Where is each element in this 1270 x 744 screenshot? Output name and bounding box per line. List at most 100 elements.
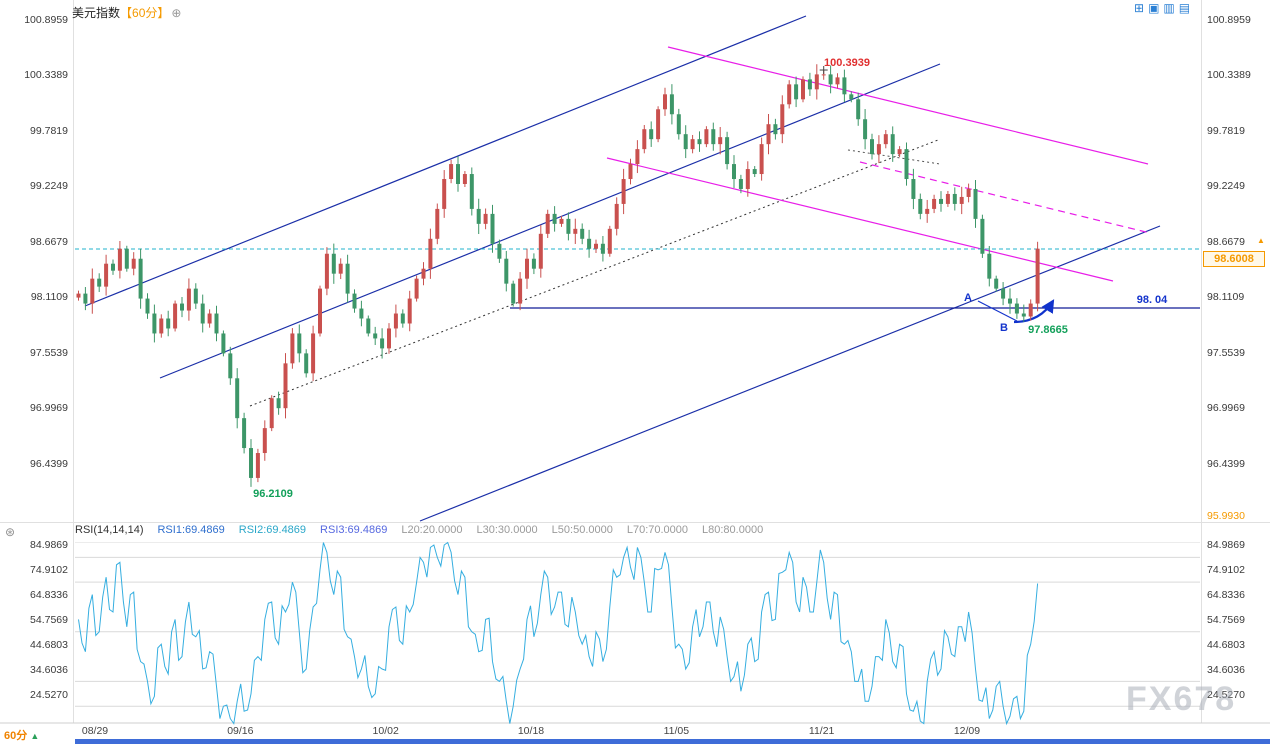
candle-body: [456, 164, 460, 184]
vertical-layout-icon[interactable]: ▥: [1163, 1, 1175, 15]
candle-body: [214, 313, 219, 334]
candle-body: [497, 243, 502, 259]
date-axis-label: 10/02: [372, 725, 399, 737]
main-right-axis-label: 100.8959: [1207, 14, 1251, 26]
candle-body: [235, 378, 240, 419]
chart-title: 美元指数【60分】 ⊕: [72, 4, 181, 21]
price-up-marker-icon: ▲: [1257, 236, 1265, 245]
multi-chart-grid-icon[interactable]: ⊞: [1134, 1, 1145, 15]
candle-body: [138, 258, 143, 299]
candle-body: [856, 99, 861, 120]
candle-body: [180, 303, 184, 311]
candle-body: [490, 213, 495, 244]
layout-toolbar: ⊞ ▣ ▥ ▤: [1134, 2, 1190, 15]
candle-body: [290, 333, 295, 364]
add-indicator-icon[interactable]: ⊕: [171, 6, 182, 20]
rsi-right-axis-label: 44.6803: [1207, 639, 1245, 652]
candle-body: [683, 134, 688, 150]
candle-body: [580, 228, 585, 239]
rsi2-value: RSI2:69.4869: [238, 524, 307, 536]
candle-body: [221, 333, 226, 354]
main-left-axis-label: 100.8959: [24, 14, 68, 26]
point-b-label: B: [1000, 322, 1008, 334]
horizontal-scrollbar[interactable]: [75, 739, 1270, 744]
rsi-settings-icon[interactable]: ⊛: [5, 525, 16, 539]
candle-body: [359, 308, 364, 319]
candle-body: [414, 278, 419, 299]
candle-body: [966, 188, 971, 197]
candle-body: [649, 129, 654, 140]
ascending-trendline-3: [419, 225, 1161, 522]
candle-body: [1008, 298, 1012, 304]
candle-body: [304, 353, 309, 374]
candle-body: [587, 238, 592, 249]
candle-body: [600, 243, 605, 254]
bounce-arrow: [1013, 299, 1055, 324]
symbol-name: 美元指数: [72, 6, 121, 20]
candle-body: [890, 134, 895, 155]
rsi-left-axis-label: 44.6803: [30, 639, 68, 652]
candle-body: [835, 77, 840, 85]
candle-body: [635, 149, 640, 165]
ascending-dotted-line: [249, 139, 939, 407]
candle-body: [807, 79, 812, 90]
rsi-left-axis-label: 54.7569: [30, 614, 68, 627]
candle-body: [387, 328, 391, 349]
main-left-axis-label: 96.9969: [30, 402, 68, 415]
candle-body: [311, 333, 316, 374]
candle-body: [621, 179, 626, 204]
rsi3-value: RSI3:69.4869: [320, 524, 388, 536]
candle-body: [255, 453, 260, 478]
candle-body: [863, 119, 868, 140]
candle-body: [980, 218, 985, 254]
single-chart-icon[interactable]: ▣: [1148, 1, 1160, 15]
candle-body: [338, 263, 343, 274]
candle-body: [911, 179, 916, 199]
rsi-right-axis-label: 74.9102: [1207, 564, 1245, 577]
rsi-line: [78, 541, 1039, 726]
candle-body: [752, 169, 757, 175]
rsi-left-axis-label: 64.8336: [30, 589, 68, 602]
candle-body: [607, 228, 612, 254]
period-selector-label[interactable]: 60分: [4, 730, 28, 742]
candle-body: [228, 353, 233, 379]
candle-body: [262, 428, 267, 454]
candle-body: [904, 149, 909, 180]
date-axis-label: 09/16: [227, 725, 254, 737]
candle-body: [759, 144, 764, 175]
date-axis-label: 12/09: [953, 725, 981, 737]
candle-body: [876, 144, 881, 155]
candle-body: [918, 198, 923, 214]
date-axis-label: 11/05: [663, 725, 690, 737]
current-price-badge: 98.6008: [1203, 251, 1265, 267]
period-selector[interactable]: 60分 ▲: [4, 727, 39, 743]
a-b-connector: [977, 300, 1018, 322]
candle-body: [276, 398, 281, 409]
descending-magenta-line-2: [606, 157, 1114, 282]
candle-body: [690, 139, 695, 150]
rsi1-value: RSI1:69.4869: [157, 524, 225, 536]
candle-body: [552, 213, 557, 224]
candle-body: [952, 193, 957, 204]
rsi-level-50: L50:50.0000: [551, 524, 613, 536]
candle-body: [676, 114, 681, 135]
horizontal-layout-icon[interactable]: ▤: [1178, 1, 1191, 15]
candle-body: [594, 243, 598, 249]
rsi-level-80: L80:80.0000: [702, 524, 764, 536]
candle-body: [186, 288, 191, 311]
point-a-label: A: [964, 292, 972, 304]
candle-body: [318, 288, 322, 334]
candle-body: [462, 174, 467, 184]
candle-body: [780, 104, 785, 135]
candle-body: [545, 213, 550, 234]
candle-body: [870, 139, 874, 155]
support-price-label: 98. 04: [1136, 294, 1168, 306]
main-left-axis-label: 98.1109: [30, 291, 68, 304]
candle-body: [331, 253, 336, 274]
candle-body: [987, 253, 992, 279]
candle-body: [973, 188, 978, 219]
ascending-trendline-2: [159, 63, 941, 379]
rsi-indicator-name[interactable]: RSI(14,14,14): [75, 524, 144, 536]
